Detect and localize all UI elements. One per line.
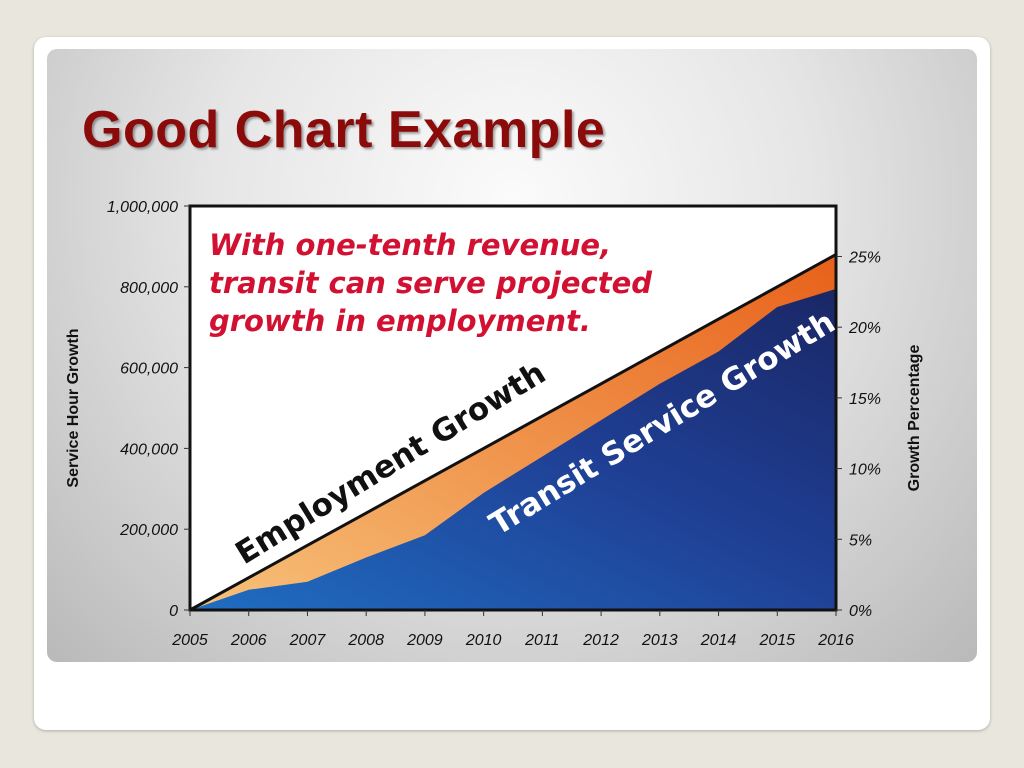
y-axis-title: Service Hour Growth	[65, 328, 82, 487]
x-tick-label: 2009	[406, 632, 443, 649]
x-tick-label: 2011	[524, 632, 559, 649]
x-tick-label: 2013	[641, 632, 678, 649]
x-tick-label: 2016	[817, 632, 854, 649]
annotation-callout: With one-tenth revenue, transit can serv…	[209, 228, 652, 338]
y2-tick-label: 15%	[849, 391, 881, 408]
x-tick-label: 2006	[230, 632, 267, 649]
y-tick-label: 0	[169, 603, 178, 620]
slide-title: Good Chart Example	[82, 101, 606, 159]
y2-tick-label: 0%	[849, 603, 872, 620]
x-tick-label: 2008	[347, 632, 384, 649]
y-tick-label: 400,000	[120, 441, 178, 458]
x-tick-label: 2010	[465, 632, 502, 649]
x-tick-label: 2012	[582, 632, 619, 649]
y2-tick-label: 10%	[849, 462, 881, 479]
y2-axis-title: Growth Percentage	[906, 345, 923, 492]
y-tick-label: 800,000	[120, 280, 178, 297]
chart: 0 200,000 400,000 600,000 800,000 1,000,000 0…	[65, 199, 923, 649]
y-tick-label: 200,000	[119, 522, 178, 539]
area-transit-service-growth	[190, 288, 836, 610]
x-tick-label: 2005	[171, 632, 208, 649]
x-tick-label: 2015	[758, 632, 795, 649]
y-tick-label: 600,000	[120, 361, 178, 378]
line-employment-growth	[189, 253, 837, 612]
x-tick-label: 2007	[289, 632, 327, 649]
y2-tick-label: 25%	[848, 249, 881, 266]
annotation-line-2: transit can serve projected	[209, 266, 652, 300]
plot-area-frame	[188, 204, 838, 612]
y2-tick-label: 5%	[849, 532, 872, 549]
x-tick-label: 2014	[700, 632, 737, 649]
y-tick-label: 1,000,000	[107, 199, 178, 216]
annotation-line-1: With one-tenth revenue,	[209, 228, 611, 262]
annotation-line-3: growth in employment.	[209, 304, 591, 338]
y2-tick-label: 20%	[848, 320, 881, 337]
